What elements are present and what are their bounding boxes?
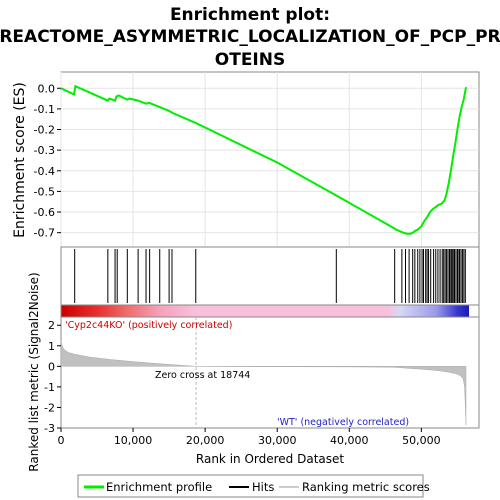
hit-markers (74, 249, 466, 303)
metric-tick-label: -2 (44, 401, 55, 414)
x-tick-label: 20,000 (186, 434, 225, 447)
es-tick-label: -0.1 (34, 103, 55, 116)
enrichment-profile-line (60, 84, 467, 235)
x-axis: 0 10,000 20,000 30,000 40,000 50,000 (58, 428, 441, 447)
x-tick-label: 0 (58, 434, 65, 447)
metric-tick-label: -3 (44, 422, 55, 435)
negative-correlation-label: 'WT' (negatively correlated) (277, 417, 409, 428)
legend-enrichment-label: Enrichment profile (106, 480, 212, 494)
metric-panel-frame (60, 316, 480, 429)
hits-panel-frame (60, 246, 480, 306)
x-tick-label: 50,000 (402, 434, 441, 447)
legend-metric-label: Ranking metric scores (302, 480, 430, 494)
es-tick-label: -0.2 (34, 124, 55, 137)
metric-axis-label: Ranked list metric (Signal2Noise) (27, 272, 41, 471)
es-tick-label: -0.4 (34, 165, 55, 178)
ranking-metric-area (60, 340, 467, 425)
x-axis-label: Rank in Ordered Dataset (196, 452, 344, 466)
chart-title-line-3: OTEINS (215, 50, 285, 70)
x-tick-label: 30,000 (258, 434, 297, 447)
chart-title-line-1: Enrichment plot: (170, 5, 330, 25)
zero-cross-label: Zero cross at 18744 (155, 370, 250, 381)
ranking-color-bar (61, 305, 469, 317)
positive-correlation-label: 'Cyp2c44KO' (positively correlated) (65, 320, 232, 331)
es-tick-label: -0.7 (34, 227, 55, 240)
es-tick-label: -0.5 (34, 185, 55, 198)
es-tick-label: -0.6 (34, 206, 55, 219)
legend-hits-label: Hits (252, 480, 274, 494)
metric-tick-label: 1 (48, 340, 55, 353)
es-tick-label: 0.0 (38, 82, 56, 95)
x-tick-label: 40,000 (330, 434, 369, 447)
es-y-axis: 0.0 -0.1 -0.2 -0.3 -0.4 -0.5 -0.6 -0.7 (34, 82, 61, 240)
metric-y-axis: 2 1 0 -1 -2 -3 (44, 319, 61, 435)
chart-title-line-2: REACTOME_ASYMMETRIC_LOCALIZATION_OF_PCP_… (0, 27, 500, 47)
es-axis-label: Enrichment score (ES) (12, 82, 28, 238)
metric-tick-label: 0 (48, 360, 55, 373)
x-tick-label: 10,000 (114, 434, 153, 447)
metric-tick-label: 2 (48, 319, 55, 332)
metric-tick-label: -1 (44, 381, 55, 394)
es-gridlines (60, 72, 479, 247)
es-tick-label: -0.3 (34, 144, 55, 157)
legend-box (77, 474, 424, 498)
